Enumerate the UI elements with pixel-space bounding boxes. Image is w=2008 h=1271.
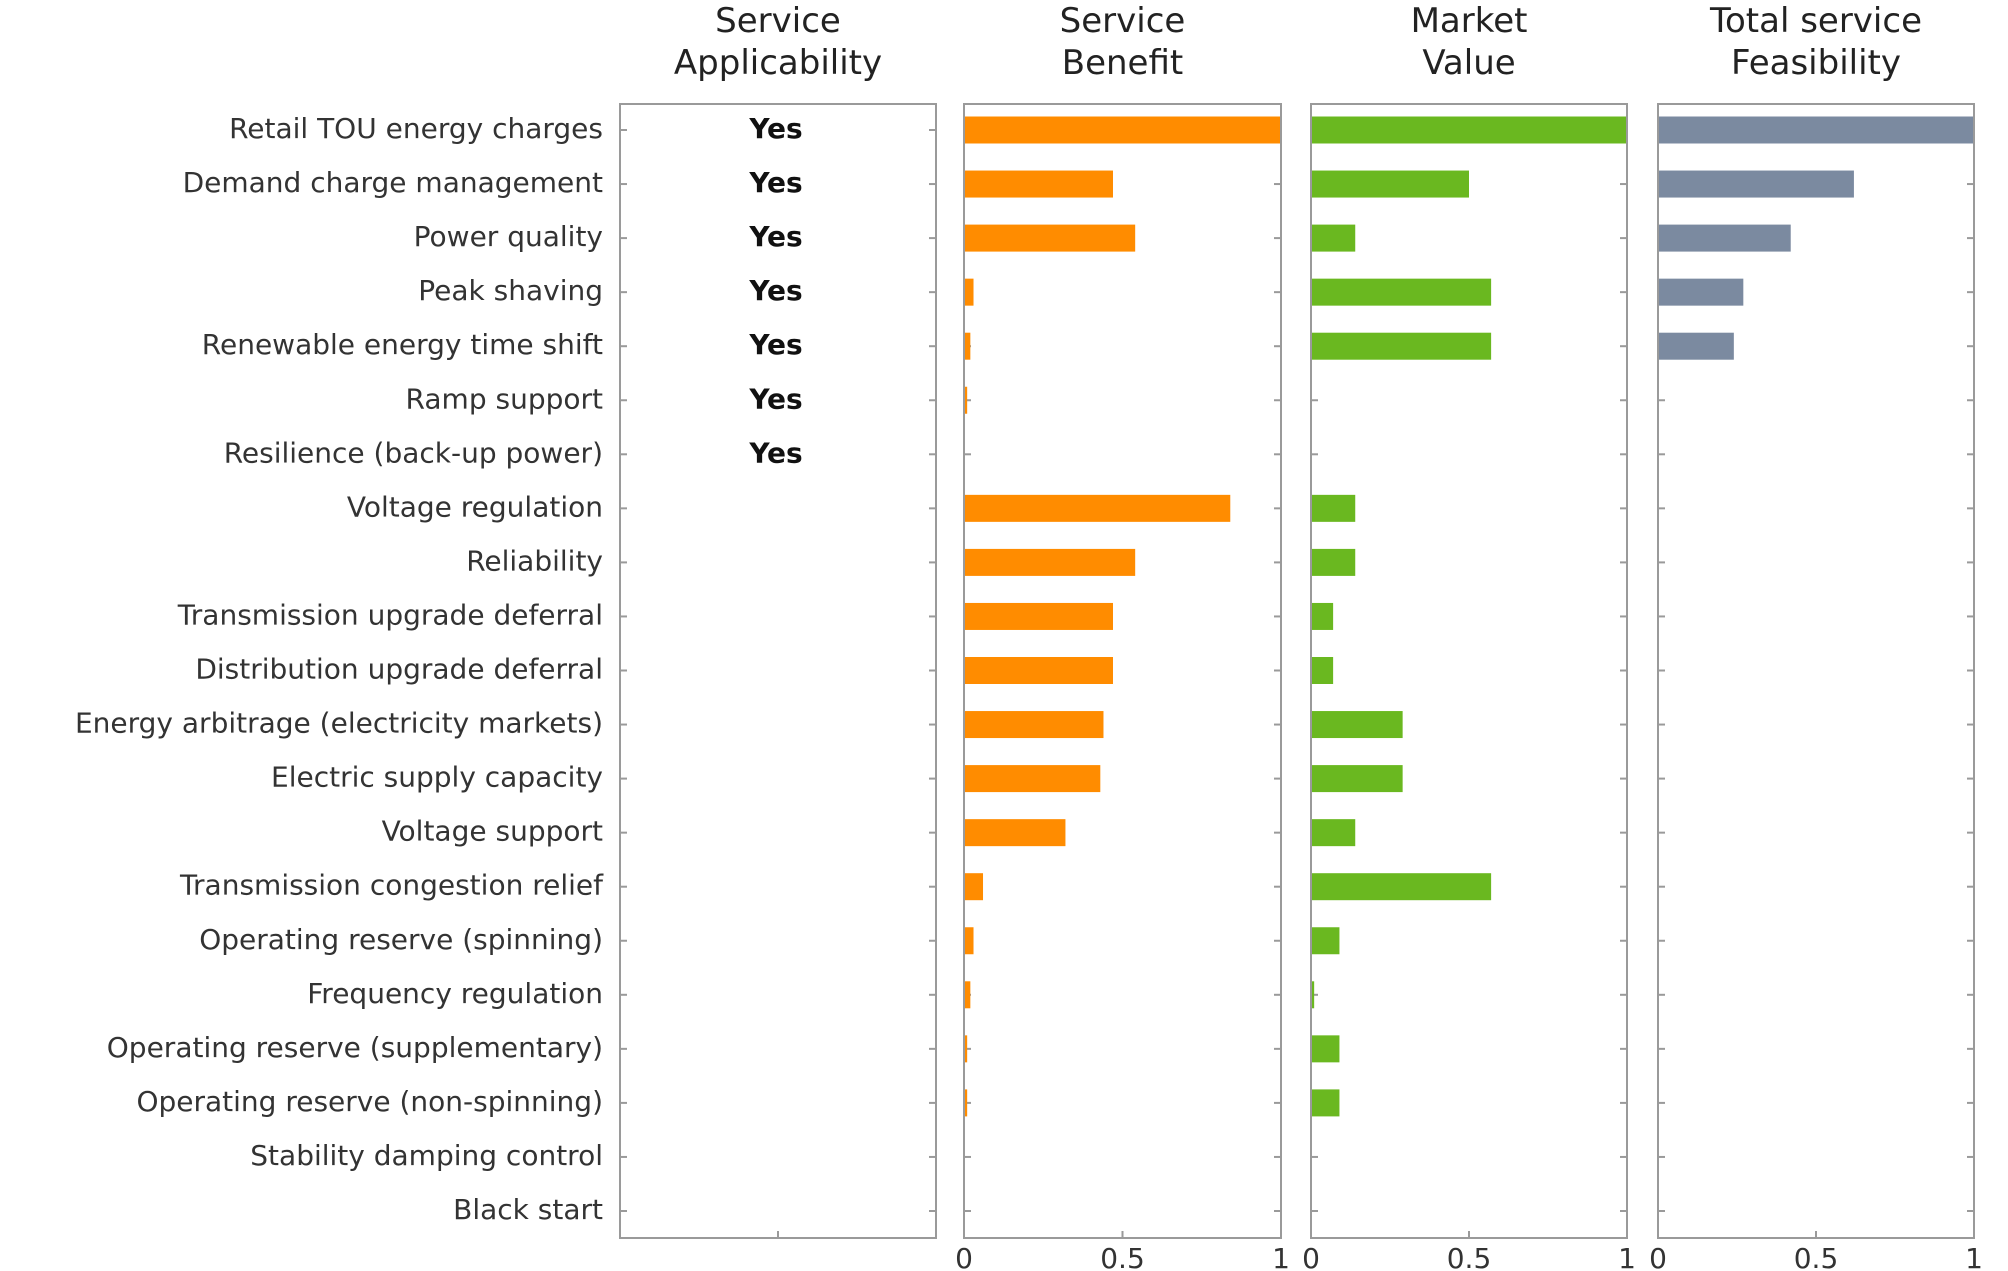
bar xyxy=(964,278,974,306)
bar xyxy=(1311,224,1356,252)
bar xyxy=(1311,1089,1340,1117)
bar xyxy=(1311,927,1340,955)
bar xyxy=(1311,602,1334,630)
bar xyxy=(1658,170,1854,198)
bar xyxy=(964,873,984,901)
panel-title-line1: Service xyxy=(715,1,841,41)
panel-title-line1: Total service xyxy=(1709,1,1922,41)
panel-title-line2: Applicability xyxy=(674,43,882,83)
bar xyxy=(964,548,1136,576)
panel-frame xyxy=(963,103,1282,1239)
panel-title-line2: Benefit xyxy=(1062,43,1183,83)
category-label: Ramp support xyxy=(406,382,603,415)
bar xyxy=(1658,278,1744,306)
bar xyxy=(964,224,1136,252)
bar xyxy=(964,1035,968,1063)
bar xyxy=(964,116,1281,144)
bar xyxy=(1311,494,1356,522)
bar xyxy=(964,819,1066,847)
category-label: Voltage regulation xyxy=(347,490,603,523)
bar xyxy=(1658,332,1734,360)
bar xyxy=(1311,116,1627,144)
category-label: Operating reserve (non-spinning) xyxy=(136,1085,603,1118)
bar xyxy=(1311,657,1334,684)
bar xyxy=(1311,548,1356,576)
bar xyxy=(1311,1035,1340,1063)
bar xyxy=(964,602,1113,630)
applicability-label: Yes xyxy=(748,274,802,307)
panel-title-line2: Feasibility xyxy=(1731,43,1901,83)
panel-frame xyxy=(1657,103,1975,1239)
x-tick-label: 0 xyxy=(1649,1242,1667,1271)
category-label: Demand charge management xyxy=(183,166,603,199)
x-tick-label: 1 xyxy=(1272,1242,1290,1271)
bar xyxy=(1658,224,1791,252)
bar xyxy=(964,657,1113,684)
bar xyxy=(1311,981,1315,1009)
category-label: Power quality xyxy=(414,220,603,253)
bar xyxy=(964,711,1104,739)
bar xyxy=(1311,332,1492,360)
category-label: Retail TOU energy charges xyxy=(229,112,603,145)
bar xyxy=(1311,765,1403,793)
x-tick-label: 0.5 xyxy=(1794,1242,1839,1271)
category-label: Distribution upgrade deferral xyxy=(195,653,603,686)
applicability-label: Yes xyxy=(748,166,802,199)
panel-frame xyxy=(1310,103,1628,1239)
bar xyxy=(964,170,1113,198)
category-label: Transmission upgrade deferral xyxy=(177,598,603,631)
category-label: Frequency regulation xyxy=(307,977,603,1010)
applicability-label: Yes xyxy=(748,328,802,361)
bar xyxy=(1311,873,1492,901)
bar xyxy=(1311,278,1492,306)
applicability-label: Yes xyxy=(748,382,802,415)
applicability-label: Yes xyxy=(748,220,802,253)
category-label: Peak shaving xyxy=(418,274,603,307)
applicability-label: Yes xyxy=(748,436,802,469)
panel-title-line2: Value xyxy=(1422,43,1515,83)
panel-title-line1: Market xyxy=(1411,1,1528,41)
bar xyxy=(964,927,974,955)
applicability-label: Yes xyxy=(748,112,802,145)
category-label: Electric supply capacity xyxy=(271,761,603,794)
category-label: Voltage support xyxy=(382,815,603,848)
bar xyxy=(1311,170,1469,198)
bar xyxy=(964,332,971,360)
category-label: Black start xyxy=(453,1193,603,1226)
bar xyxy=(964,386,968,414)
bar xyxy=(1311,819,1356,847)
category-label: Stability damping control xyxy=(250,1139,603,1172)
bar xyxy=(964,765,1101,793)
bar xyxy=(1311,711,1403,739)
x-tick-label: 0.5 xyxy=(1100,1242,1145,1271)
category-label: Reliability xyxy=(466,544,603,577)
category-label: Transmission congestion relief xyxy=(179,869,604,902)
bar xyxy=(964,981,971,1009)
panel-frame xyxy=(619,103,937,1239)
x-tick-label: 0 xyxy=(955,1242,973,1271)
bar xyxy=(964,1089,968,1117)
panel-title-line1: Service xyxy=(1060,1,1186,41)
bar xyxy=(964,494,1231,522)
category-label: Operating reserve (supplementary) xyxy=(107,1031,603,1064)
category-label: Energy arbitrage (electricity markets) xyxy=(75,707,603,740)
x-tick-label: 0.5 xyxy=(1447,1242,1492,1271)
category-label: Operating reserve (spinning) xyxy=(199,923,603,956)
bar xyxy=(1658,116,1974,144)
x-tick-label: 1 xyxy=(1965,1242,1983,1271)
x-tick-label: 0 xyxy=(1302,1242,1320,1271)
category-label: Renewable energy time shift xyxy=(202,328,603,361)
x-tick-label: 1 xyxy=(1618,1242,1636,1271)
category-label: Resilience (back-up power) xyxy=(224,436,603,469)
